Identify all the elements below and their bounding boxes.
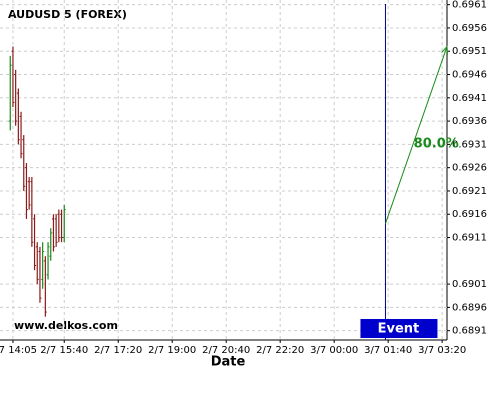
x-tick-label: 3/7 00:00 [310, 345, 358, 356]
x-tick-label: 2/7 22:20 [256, 345, 304, 356]
y-tick-label: 0.6911 [452, 233, 487, 244]
y-tick-label: 0.6891 [452, 326, 487, 337]
x-tick-label: 2/7 17:20 [94, 345, 142, 356]
y-tick-label: 0.6916 [452, 209, 487, 220]
y-tick-label: 0.6951 [452, 46, 487, 57]
arrow-head [441, 45, 449, 55]
chart-title: AUDUSD 5 (FOREX) [8, 8, 127, 21]
event-label: Event [378, 322, 420, 337]
watermark: www.delkos.com [14, 319, 118, 332]
y-tick-label: 0.6921 [452, 186, 487, 197]
y-tick-label: 0.6936 [452, 116, 487, 127]
x-tick-label: 2/7 15:40 [40, 345, 88, 356]
x-tick-label: 3/7 03:20 [418, 345, 466, 356]
y-tick-label: 0.6941 [452, 93, 487, 104]
y-tick-label: 0.6901 [452, 279, 487, 290]
x-tick-label: 2/7 14:05 [0, 345, 37, 356]
x-tick-label: 2/7 20:40 [202, 345, 250, 356]
y-tick-label: 0.6926 [452, 163, 487, 174]
y-tick-label: 0.6946 [452, 70, 487, 81]
x-tick-label: 3/7 01:40 [364, 345, 412, 356]
y-tick-label: 0.6931 [452, 139, 487, 150]
x-axis-label: Date [211, 355, 246, 370]
y-tick-label: 0.6961 [452, 0, 487, 11]
event-box [360, 319, 438, 338]
forecast-arrow [384, 46, 448, 224]
y-tick-label: 0.6896 [452, 302, 487, 313]
arrow-label: 80.0% [414, 137, 459, 152]
x-tick-label: 2/7 19:00 [148, 345, 196, 356]
y-tick-label: 0.6956 [452, 23, 487, 34]
